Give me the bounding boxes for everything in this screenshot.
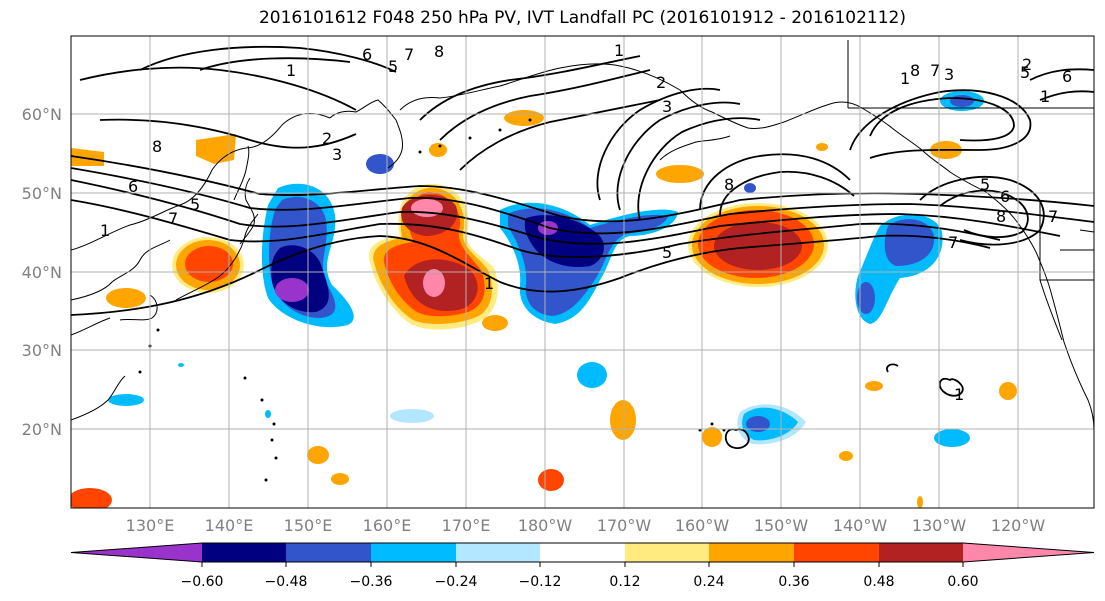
- lon-label: 130°W: [912, 516, 967, 535]
- lat-label: 20°N: [22, 420, 62, 439]
- lon-label: 160°E: [363, 516, 412, 535]
- colorbar-tick-label: −0.12: [519, 574, 562, 590]
- contour-label: 7: [404, 45, 414, 64]
- colorbar-tick-label: 0.60: [947, 574, 978, 590]
- contour-label: 1: [1040, 87, 1050, 106]
- contour-label: 2: [656, 73, 666, 92]
- shade-blob-150w-positive: [688, 203, 828, 287]
- shade-blob-japan: [172, 237, 244, 293]
- lon-label: 170°E: [442, 516, 491, 535]
- contour-label: 2: [322, 129, 332, 148]
- lon-label: 150°E: [284, 516, 333, 535]
- lat-label: 50°N: [22, 184, 62, 203]
- colorbar-tick-label: −0.60: [181, 574, 224, 590]
- colorbar-segment: [456, 543, 540, 562]
- coastlines: [71, 40, 1094, 431]
- colorbar-segment: [625, 543, 709, 562]
- contour-label: 3: [944, 65, 954, 84]
- colorbar-tick-label: −0.36: [350, 574, 393, 590]
- contour-label: 5: [662, 243, 672, 262]
- colorbar-segment: [709, 543, 794, 562]
- lat-label: 40°N: [22, 263, 62, 282]
- contour-label: 5: [190, 195, 200, 214]
- contour-label-group: 1 2 3 8 6 5 7 8 1 2 3 6 5 7 8 1 5 1 8 7: [100, 41, 1072, 404]
- colorbar-segment: [794, 543, 879, 562]
- longitude-labels: 130°E 140°E 150°E 160°E 170°E 180°W 170°…: [126, 516, 1046, 535]
- contour-label: 7: [168, 209, 178, 228]
- contour-label: 1: [484, 274, 494, 293]
- contour-label: 5: [388, 57, 398, 76]
- lon-label: 120°W: [991, 516, 1046, 535]
- colorbar-tick-label: 0.12: [609, 574, 640, 590]
- colorbar-segment: [202, 543, 286, 562]
- colorbar-segment: [286, 543, 371, 562]
- contour-label: 7: [948, 233, 958, 252]
- latitude-labels: 60°N 50°N 40°N 30°N 20°N: [22, 105, 62, 439]
- contour-label: 8: [910, 61, 920, 80]
- colorbar-segment: [71, 543, 202, 562]
- islands: [138, 118, 726, 482]
- lon-label: 140°E: [205, 516, 254, 535]
- contour-label: 7: [930, 61, 940, 80]
- contour-label: 2: [1022, 55, 1032, 74]
- colorbar: −0.60 −0.48 −0.36 −0.24 −0.12 0.12 0.24 …: [70, 542, 1095, 590]
- lat-label: 30°N: [22, 341, 62, 360]
- lon-label: 130°E: [126, 516, 175, 535]
- contour-label: 1: [614, 41, 624, 60]
- colorbar-segment: [371, 543, 456, 562]
- map-frame: [70, 35, 1095, 509]
- colorbar-tick-label: −0.24: [435, 574, 478, 590]
- lon-label: 140°W: [833, 516, 888, 535]
- colorbar-tick-label: 0.24: [693, 574, 724, 590]
- contour-label: 6: [1062, 67, 1072, 86]
- pv-contours: [71, 45, 1094, 449]
- contour-label: 1: [900, 69, 910, 88]
- lon-label: 170°W: [597, 516, 652, 535]
- contour-label: 1: [954, 385, 964, 404]
- lon-label: 160°W: [675, 516, 730, 535]
- contour-label: 7: [1048, 207, 1058, 226]
- colorbar-segment: [963, 543, 1094, 562]
- contour-label: 3: [332, 145, 342, 164]
- lat-label: 60°N: [22, 105, 62, 124]
- colorbar-tick-label: 0.48: [863, 574, 894, 590]
- colorbar-tick-label: 0.36: [778, 574, 809, 590]
- colorbar-segments: [70, 542, 1095, 567]
- contour-label: 8: [996, 207, 1006, 226]
- contour-label: 5: [980, 175, 990, 194]
- map-title: 2016101612 F048 250 hPa PV, IVT Landfall…: [258, 8, 906, 28]
- contour-label: 8: [434, 42, 444, 61]
- contour-label: 6: [1000, 187, 1010, 206]
- contour-label: 6: [128, 177, 138, 196]
- map-panel: 1 2 3 8 6 5 7 8 1 2 3 6 5 7 8 1 5 1 8 7: [70, 35, 1095, 509]
- contour-label: 3: [662, 97, 672, 116]
- lon-label: 180°W: [518, 516, 573, 535]
- colorbar-tick-labels: −0.60 −0.48 −0.36 −0.24 −0.12 0.12 0.24 …: [181, 574, 979, 590]
- shade-blob-yellowsea: [106, 288, 146, 308]
- colorbar-tick-label: −0.48: [265, 574, 308, 590]
- shade-blob-okhotsk: [71, 134, 236, 166]
- contour-label: 5: [1020, 63, 1030, 82]
- colorbar-segment: [540, 543, 625, 562]
- contour-label: 6: [362, 45, 372, 64]
- contour-label: 1: [286, 61, 296, 80]
- shade-blob-135w-negative: [855, 214, 943, 324]
- colorbar-segment: [879, 543, 963, 562]
- lon-label: 150°W: [754, 516, 809, 535]
- gridlines: [71, 36, 1094, 508]
- contour-label: 8: [724, 175, 734, 194]
- contour-label: 8: [152, 137, 162, 156]
- contour-label: 1: [100, 221, 110, 240]
